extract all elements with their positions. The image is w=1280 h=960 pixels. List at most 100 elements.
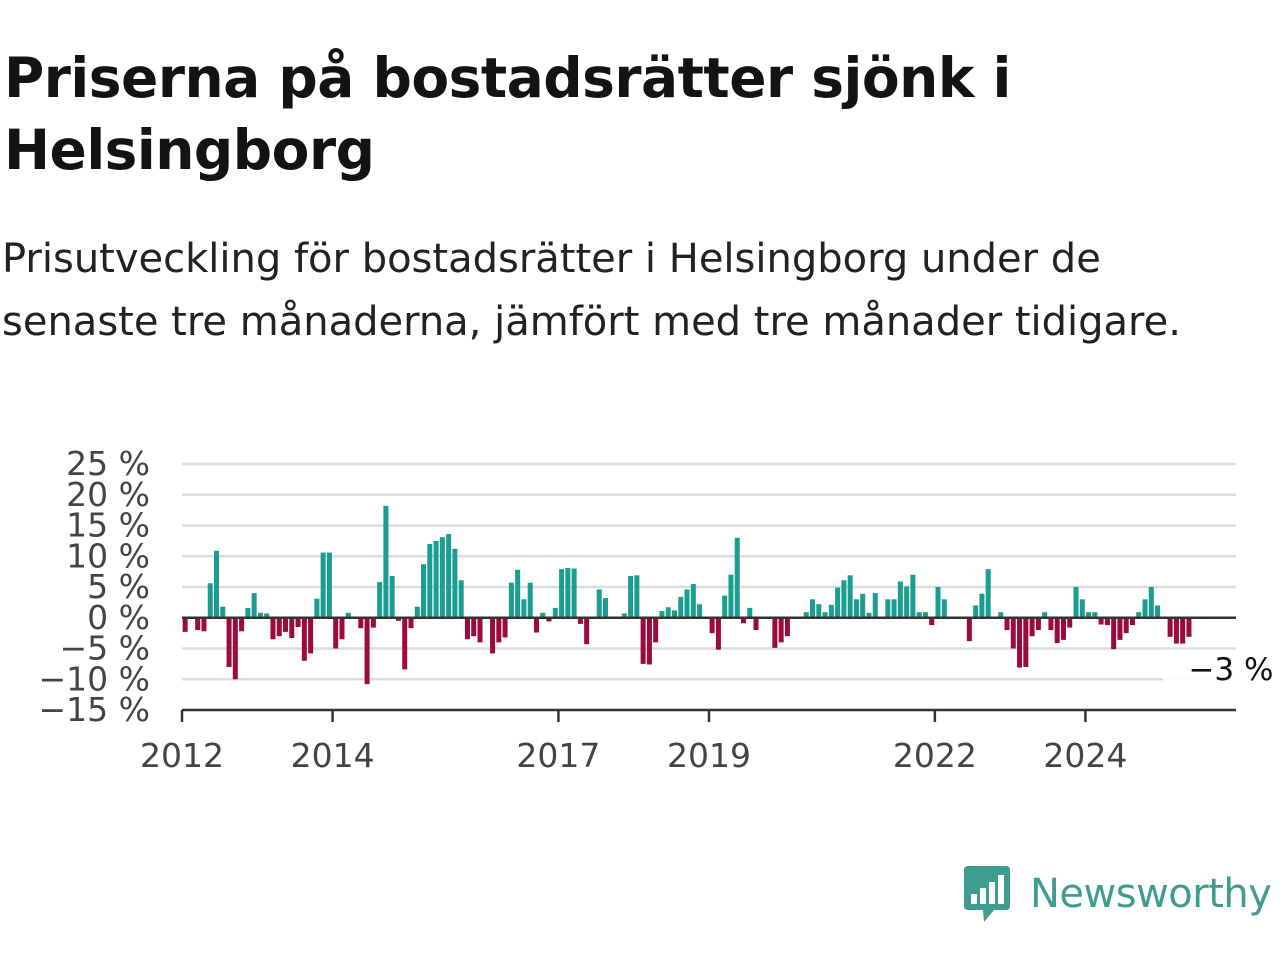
bar (1004, 617, 1010, 631)
bar (741, 617, 747, 624)
bar (935, 587, 941, 618)
bar (283, 617, 289, 632)
bar (602, 598, 608, 618)
bar (634, 575, 640, 618)
bar (897, 581, 903, 618)
bar (659, 610, 665, 618)
bar (810, 599, 816, 618)
bar (308, 617, 314, 654)
bar (182, 617, 188, 632)
bar (565, 567, 571, 618)
bar (358, 617, 364, 629)
bar (1060, 617, 1066, 640)
bar (753, 617, 759, 631)
bar (1023, 617, 1029, 667)
bar (295, 617, 301, 627)
bar (1142, 599, 1148, 618)
bar (1173, 617, 1179, 644)
bar (1086, 612, 1092, 618)
bar (289, 617, 295, 639)
bar (1167, 617, 1173, 637)
bar (1048, 617, 1054, 631)
bar (709, 617, 715, 634)
bar (866, 612, 872, 618)
bar (339, 617, 345, 640)
bar (421, 564, 427, 618)
bar (1148, 587, 1154, 618)
bar (1155, 605, 1161, 618)
x-tick-label: 2024 (1043, 736, 1127, 775)
bar (1079, 599, 1085, 618)
bar (571, 568, 577, 618)
bar (584, 617, 590, 645)
bar (577, 617, 583, 624)
bar (370, 617, 376, 628)
chart-subtitle: Prisutveckling för bostadsrätter i Helsi… (2, 236, 1181, 345)
bar (477, 617, 483, 643)
axes (180, 616, 1236, 722)
chart-title: Priserna på bostadsrätter sjönk i Helsin… (4, 46, 1011, 182)
bar (973, 605, 979, 618)
last-value-label-bg (1162, 649, 1280, 690)
bar (690, 583, 696, 618)
bar (546, 617, 552, 622)
bar (747, 607, 753, 618)
bar (314, 598, 320, 618)
bar (941, 599, 947, 618)
bar (301, 617, 307, 661)
bars (182, 505, 1192, 685)
y-tick-label: −5 % (60, 629, 151, 668)
x-tick-label: 2017 (516, 736, 600, 775)
bar (678, 596, 684, 618)
bar (439, 537, 445, 618)
y-tick-label: 15 % (66, 506, 150, 545)
bar (552, 607, 558, 618)
bar (264, 613, 270, 618)
bar (828, 604, 834, 618)
bar (521, 599, 527, 618)
bar (515, 569, 521, 618)
bar (778, 617, 784, 643)
bar (1104, 617, 1110, 626)
bar (345, 612, 351, 618)
axis-labels: 25 %20 %15 %10 %5 %0 %−5 %−10 %−15 % 2012… (39, 444, 1280, 775)
bar (640, 617, 646, 664)
bar (220, 606, 226, 618)
bar (257, 612, 263, 618)
bar (684, 589, 690, 618)
newsworthy-bar-chart-icon (964, 866, 1010, 922)
bar (559, 569, 565, 618)
bar (207, 583, 213, 618)
bar (1136, 612, 1142, 618)
newsworthy-logo: Newsworthy (962, 862, 1272, 926)
y-tick-label: −15 % (39, 690, 151, 729)
bar (1073, 587, 1079, 618)
bar (1010, 617, 1016, 649)
bar (671, 610, 677, 618)
gridlines (182, 462, 1236, 681)
bar (1186, 617, 1192, 637)
x-tick-label: 2012 (140, 736, 224, 775)
y-tick-label: 10 % (66, 536, 150, 575)
bar (885, 599, 891, 618)
bar (402, 617, 408, 670)
brand-name: Newsworthy (1030, 871, 1272, 917)
bar (847, 575, 853, 618)
bar (1054, 617, 1060, 643)
bar (490, 617, 496, 654)
bar (1129, 617, 1135, 626)
bar (860, 593, 866, 618)
bar (998, 612, 1004, 618)
bar (326, 552, 332, 618)
bar (245, 607, 251, 618)
bar (665, 607, 671, 618)
bar (1017, 617, 1023, 668)
bar (276, 617, 282, 637)
bar (596, 589, 602, 618)
bar (1029, 617, 1035, 637)
bar (728, 574, 734, 618)
bar (377, 582, 383, 618)
bar (533, 617, 539, 633)
bar (628, 575, 634, 618)
bar (803, 612, 809, 618)
